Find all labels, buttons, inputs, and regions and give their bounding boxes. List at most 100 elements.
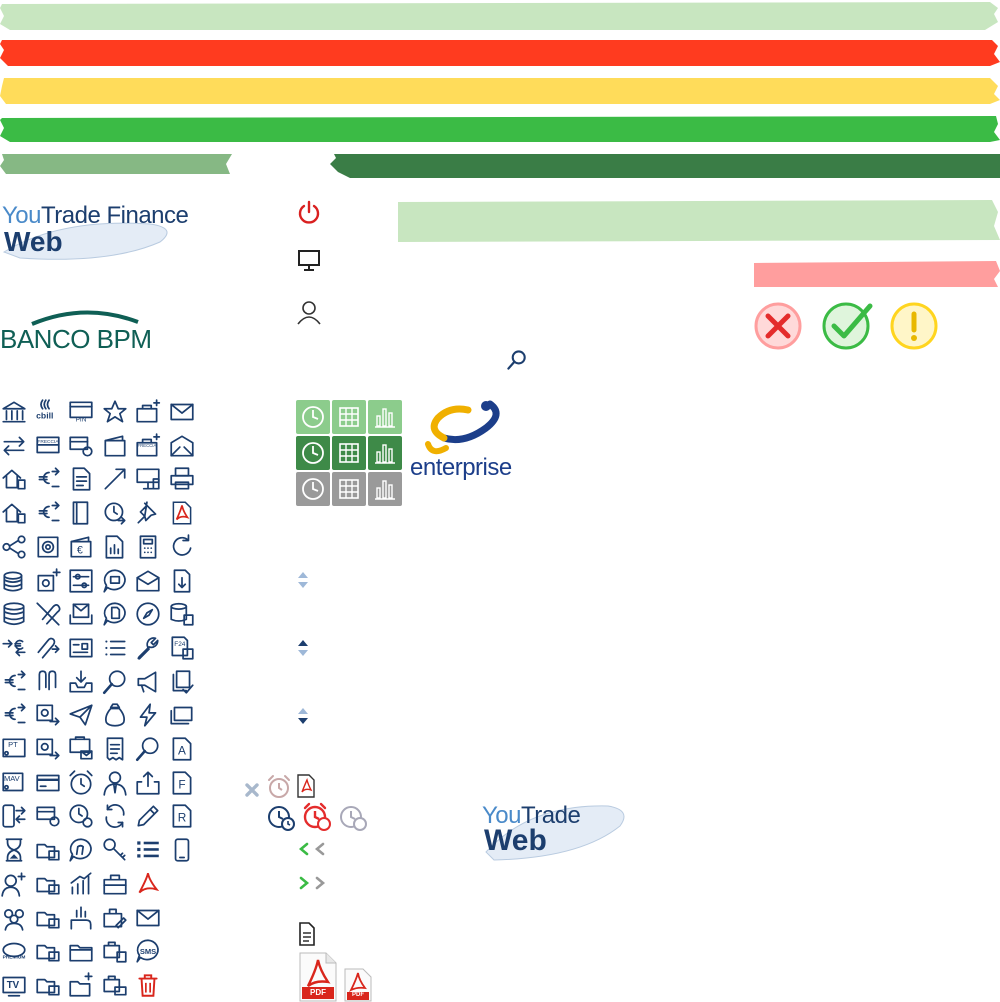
docs-check-icon[interactable] bbox=[168, 668, 196, 696]
cards-icon[interactable] bbox=[168, 701, 196, 729]
bank-icon[interactable] bbox=[0, 398, 28, 426]
share-icon[interactable] bbox=[0, 533, 28, 561]
tile-chart-icon[interactable] bbox=[368, 436, 402, 470]
search-icon[interactable] bbox=[505, 348, 529, 372]
tile-table-icon[interactable] bbox=[332, 400, 366, 434]
smartphone-icon[interactable] bbox=[168, 836, 196, 864]
pdf-large-icon[interactable]: PDF bbox=[298, 952, 338, 1002]
freccia-icon[interactable]: FRECCIA bbox=[34, 432, 62, 460]
pdf-icon[interactable] bbox=[168, 499, 196, 527]
chevron-left-green-icon[interactable] bbox=[298, 842, 310, 856]
euro-hourglass-icon[interactable] bbox=[0, 668, 28, 696]
presentation-mail-icon[interactable] bbox=[67, 735, 95, 763]
home-docs-icon[interactable] bbox=[0, 499, 28, 527]
euro-refresh-icon[interactable] bbox=[0, 701, 28, 729]
envelope-icon[interactable] bbox=[134, 567, 162, 595]
inbox-download-icon[interactable] bbox=[67, 668, 95, 696]
briefcase-icon[interactable] bbox=[101, 870, 129, 898]
briefcase-card-icon[interactable] bbox=[101, 971, 129, 999]
refresh-icon[interactable] bbox=[168, 533, 196, 561]
wallet-icon[interactable] bbox=[101, 432, 129, 460]
database-icon[interactable] bbox=[0, 600, 28, 628]
tile-clock-icon[interactable] bbox=[296, 472, 330, 506]
inbox-mail-icon[interactable] bbox=[67, 600, 95, 628]
tile-chart-icon[interactable] bbox=[368, 472, 402, 506]
card-settings-icon[interactable] bbox=[67, 432, 95, 460]
trend-up-icon[interactable] bbox=[101, 465, 129, 493]
upload-icon[interactable] bbox=[134, 769, 162, 797]
briefcase-plus-icon[interactable] bbox=[134, 398, 162, 426]
folder-refresh-icon[interactable] bbox=[34, 870, 62, 898]
folder-hourglass-icon[interactable] bbox=[34, 904, 62, 932]
alarm-clock-icon[interactable] bbox=[67, 769, 95, 797]
sort-both-icon[interactable] bbox=[296, 570, 310, 590]
document-icon[interactable] bbox=[67, 465, 95, 493]
chat-doc-icon[interactable] bbox=[101, 600, 129, 628]
printer-icon[interactable] bbox=[168, 465, 196, 493]
calculator-icon[interactable] bbox=[134, 533, 162, 561]
card-transfer-icon[interactable] bbox=[34, 802, 62, 830]
bar-chart-icon[interactable] bbox=[67, 870, 95, 898]
premium-icon[interactable]: PREMIUM bbox=[0, 937, 28, 965]
letter-f-icon[interactable]: F bbox=[168, 769, 196, 797]
chat-wallet-icon[interactable] bbox=[101, 567, 129, 595]
magnifier-icon[interactable] bbox=[101, 668, 129, 696]
user-plus-icon[interactable] bbox=[0, 870, 28, 898]
list-lines-icon[interactable] bbox=[134, 836, 162, 864]
money-bag-icon[interactable] bbox=[101, 701, 129, 729]
chevron-right-gray-icon[interactable] bbox=[314, 876, 326, 890]
tile-clock-icon[interactable] bbox=[296, 400, 330, 434]
paperclip-arrow-icon[interactable] bbox=[34, 634, 62, 662]
document-lines-icon[interactable] bbox=[298, 922, 316, 946]
cbill-icon[interactable]: cbill bbox=[34, 398, 62, 426]
euro-transfer-icon[interactable] bbox=[34, 465, 62, 493]
document-chart-icon[interactable] bbox=[101, 533, 129, 561]
briefcase-freccia-icon[interactable]: FRECCIA bbox=[134, 432, 162, 460]
hourglass-icon[interactable] bbox=[0, 836, 28, 864]
megaphone-icon[interactable] bbox=[134, 668, 162, 696]
chevron-right-green-icon[interactable] bbox=[298, 876, 310, 890]
id-card-icon[interactable] bbox=[67, 634, 95, 662]
n-circle-icon[interactable] bbox=[67, 836, 95, 864]
hand-chart-icon[interactable] bbox=[67, 904, 95, 932]
pt-card-icon[interactable]: PT bbox=[0, 735, 28, 763]
mail-outline-icon[interactable] bbox=[134, 904, 162, 932]
pin-card-icon[interactable]: PIN bbox=[67, 398, 95, 426]
folder-docs-icon[interactable] bbox=[34, 937, 62, 965]
paper-plane-icon[interactable] bbox=[67, 701, 95, 729]
safe-doc-icon[interactable] bbox=[34, 701, 62, 729]
pdf-small-icon[interactable] bbox=[296, 774, 316, 798]
trash-icon[interactable] bbox=[134, 971, 162, 999]
safe-arrow-icon[interactable] bbox=[34, 735, 62, 763]
sync-icon[interactable] bbox=[101, 802, 129, 830]
tile-chart-icon[interactable] bbox=[368, 400, 402, 434]
close-small-icon[interactable] bbox=[244, 782, 260, 798]
tv-icon[interactable]: TV bbox=[0, 971, 28, 999]
key-icon[interactable] bbox=[101, 836, 129, 864]
folder-icon[interactable] bbox=[67, 499, 95, 527]
clock-arrow-icon[interactable] bbox=[101, 499, 129, 527]
presentation-icon[interactable] bbox=[134, 465, 162, 493]
sms-icon[interactable]: SMS bbox=[134, 937, 162, 965]
pin-icon[interactable] bbox=[134, 499, 162, 527]
sort-asc-icon[interactable] bbox=[296, 638, 310, 658]
users-icon[interactable] bbox=[0, 904, 28, 932]
home-transfer-icon[interactable] bbox=[0, 465, 28, 493]
receipt-icon[interactable] bbox=[101, 735, 129, 763]
compass-icon[interactable] bbox=[134, 600, 162, 628]
folder-open-icon[interactable] bbox=[67, 937, 95, 965]
monitor-icon[interactable] bbox=[295, 246, 323, 274]
mail-icon[interactable] bbox=[168, 398, 196, 426]
user-tie-icon[interactable] bbox=[101, 769, 129, 797]
folder-card-icon[interactable] bbox=[34, 971, 62, 999]
briefcase-docs-icon[interactable] bbox=[101, 937, 129, 965]
mav-card-icon[interactable]: MAV bbox=[0, 769, 28, 797]
database-docs-icon[interactable] bbox=[168, 600, 196, 628]
clock-settings-icon[interactable] bbox=[67, 802, 95, 830]
letter-r-icon[interactable]: R bbox=[168, 802, 196, 830]
tile-table-icon[interactable] bbox=[332, 472, 366, 506]
euro-wallet-icon[interactable]: € bbox=[67, 533, 95, 561]
paperclip-cross-icon[interactable] bbox=[34, 600, 62, 628]
phone-transfer-icon[interactable] bbox=[0, 802, 28, 830]
euro-arrows-icon[interactable] bbox=[0, 634, 28, 662]
